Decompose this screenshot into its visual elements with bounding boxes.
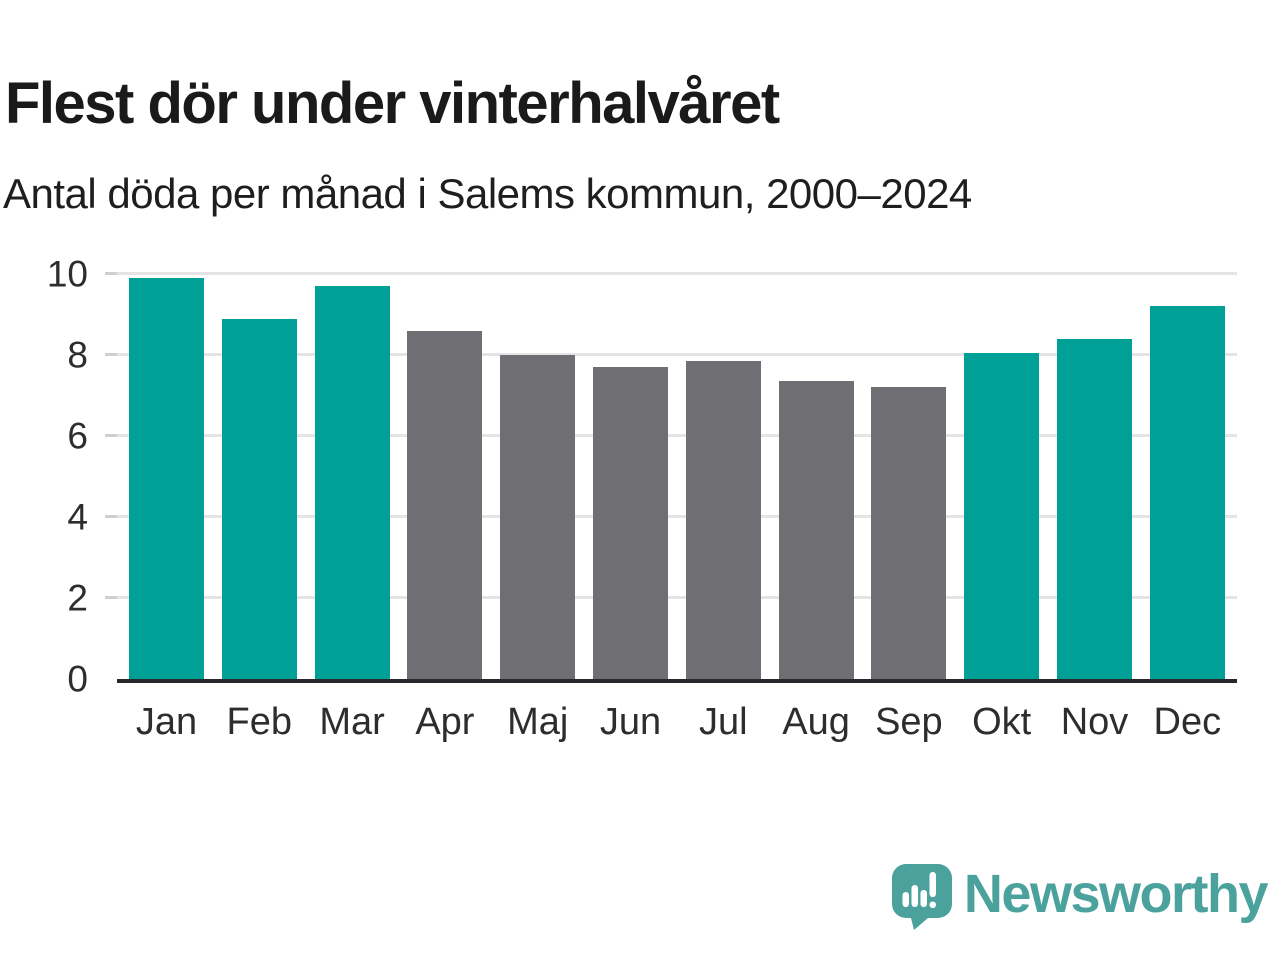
y-axis-label: 4 (67, 496, 88, 538)
x-axis-label: Jul (699, 701, 748, 743)
x-axis-label: Jan (135, 701, 198, 743)
y-axis-labels: 0 2 4 6 8 10 (0, 256, 88, 698)
bar-jan (129, 278, 204, 679)
bar-mar (314, 286, 390, 679)
y-tick-mark (105, 353, 117, 356)
gridline (117, 596, 1237, 599)
newsworthy-logo-text: Newsworthy (963, 863, 1269, 924)
gridline (117, 272, 1237, 275)
y-axis-label: 6 (67, 415, 88, 457)
x-axis-label: Mar (319, 701, 385, 743)
x-axis-label: Aug (782, 701, 850, 743)
newsworthy-logo-icon (891, 863, 954, 930)
y-tick-mark (105, 434, 117, 437)
y-axis-label: 2 (67, 577, 88, 619)
bar-aug (778, 381, 854, 679)
bar-apr (407, 330, 483, 679)
gridline (117, 515, 1237, 518)
bar-dec (1149, 306, 1225, 679)
y-axis-label: 10 (46, 253, 88, 295)
y-tick-mark (105, 272, 117, 275)
x-axis-label: Maj (507, 701, 569, 743)
y-axis-label: 0 (67, 658, 88, 700)
bar-maj (500, 355, 576, 679)
y-tick-mark (105, 515, 117, 518)
y-axis-label: 8 (67, 334, 88, 376)
x-axis-label: Apr (415, 701, 475, 743)
bar-jul (685, 361, 761, 679)
bar-jun (593, 367, 668, 679)
x-axis-label: Jun (599, 701, 662, 743)
bar-feb (221, 318, 297, 679)
chart-title: Flest dör under vinterhalvåret (5, 70, 780, 136)
y-tick-mark (105, 596, 117, 599)
gridline (117, 434, 1237, 437)
x-axis-label: Dec (1153, 701, 1222, 743)
bar-nov (1057, 338, 1132, 679)
bar-okt (964, 352, 1040, 679)
bar-sep (871, 387, 947, 679)
x-axis-line (117, 679, 1237, 683)
x-axis-label: Okt (972, 701, 1032, 743)
plot-area: Jan Feb Mar Apr Maj Jun Jul Aug Sep Okt Nov Dec (105, 272, 1237, 741)
x-axis-label: Sep (875, 701, 943, 743)
x-axis-label: Feb (226, 701, 293, 743)
gridline (117, 353, 1237, 356)
chart-subtitle: Antal döda per månad i Salems kommun, 20… (3, 170, 972, 217)
newsworthy-logo: Newsworthy (891, 863, 1269, 930)
x-axis-label: Nov (1060, 701, 1129, 743)
